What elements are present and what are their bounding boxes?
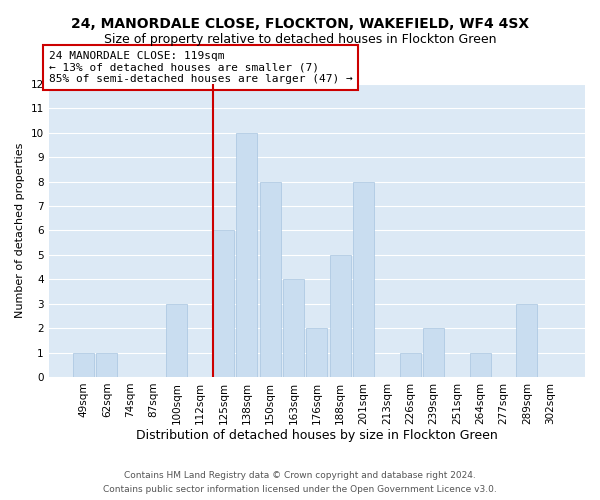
- Text: 24, MANORDALE CLOSE, FLOCKTON, WAKEFIELD, WF4 4SX: 24, MANORDALE CLOSE, FLOCKTON, WAKEFIELD…: [71, 18, 529, 32]
- Bar: [213, 230, 234, 377]
- Text: Contains HM Land Registry data © Crown copyright and database right 2024.: Contains HM Land Registry data © Crown c…: [124, 472, 476, 480]
- Bar: [423, 328, 444, 377]
- Text: Contains public sector information licensed under the Open Government Licence v3: Contains public sector information licen…: [103, 484, 497, 494]
- Bar: [400, 352, 421, 377]
- Bar: [307, 328, 328, 377]
- Text: Size of property relative to detached houses in Flockton Green: Size of property relative to detached ho…: [104, 32, 496, 46]
- Bar: [329, 255, 350, 377]
- X-axis label: Distribution of detached houses by size in Flockton Green: Distribution of detached houses by size …: [136, 430, 498, 442]
- Bar: [516, 304, 537, 377]
- Bar: [283, 280, 304, 377]
- Bar: [73, 352, 94, 377]
- Bar: [470, 352, 491, 377]
- Bar: [353, 182, 374, 377]
- Bar: [166, 304, 187, 377]
- Bar: [236, 133, 257, 377]
- Bar: [260, 182, 281, 377]
- Bar: [97, 352, 118, 377]
- Text: 24 MANORDALE CLOSE: 119sqm
← 13% of detached houses are smaller (7)
85% of semi-: 24 MANORDALE CLOSE: 119sqm ← 13% of deta…: [49, 51, 352, 84]
- Y-axis label: Number of detached properties: Number of detached properties: [15, 143, 25, 318]
